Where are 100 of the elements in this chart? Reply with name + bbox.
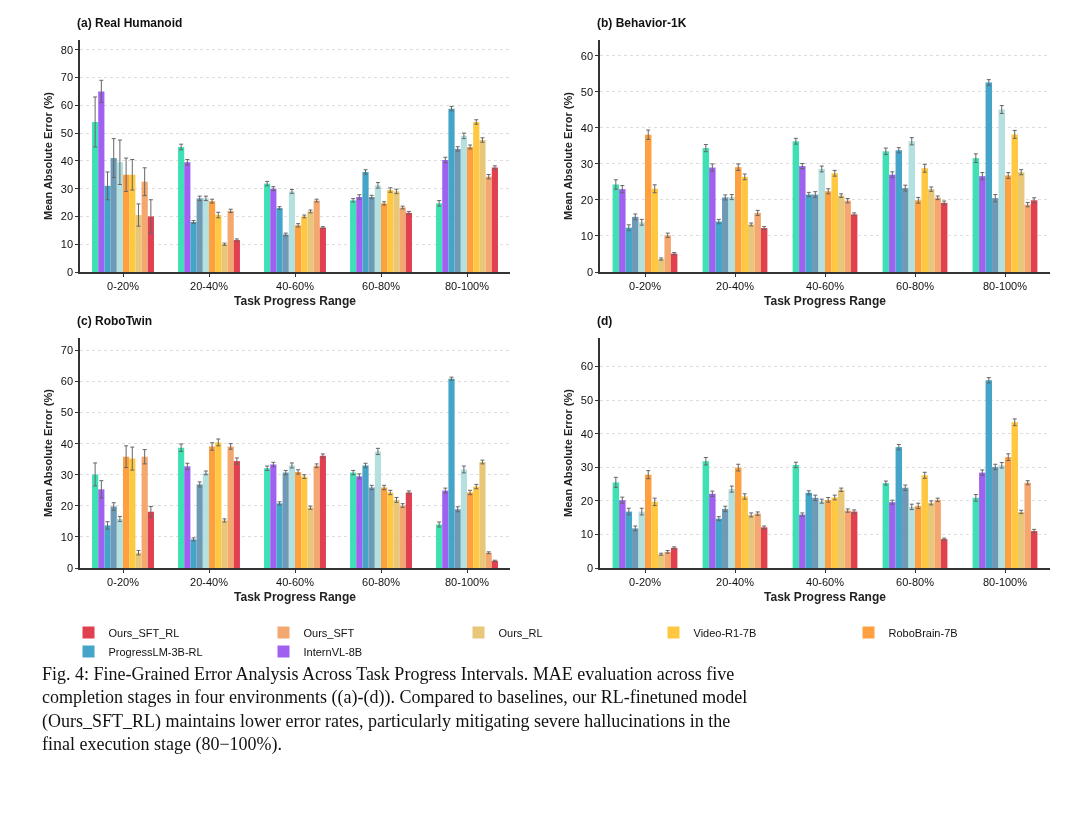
bar <box>116 162 123 272</box>
bar <box>215 442 222 568</box>
bar <box>805 194 813 272</box>
bar <box>460 135 467 272</box>
x-tick-label: 0-20% <box>107 575 140 588</box>
y-tick-label: 40 <box>60 154 74 167</box>
bar <box>979 176 986 272</box>
bar <box>196 198 203 272</box>
bar <box>233 461 240 568</box>
bar <box>356 196 363 272</box>
bar <box>319 227 326 272</box>
bar <box>436 524 443 568</box>
bar <box>645 134 652 272</box>
x-tick-label: 80-100% <box>982 575 1028 588</box>
bar <box>632 528 639 568</box>
chart-title: (b) Behavior-1K <box>597 16 687 30</box>
bar <box>491 167 498 272</box>
bar <box>104 525 111 568</box>
bar <box>442 490 449 568</box>
bar <box>479 462 486 568</box>
y-tick-label: 40 <box>580 121 594 134</box>
y-tick-label: 50 <box>580 393 594 406</box>
bar <box>202 472 209 568</box>
bar <box>902 487 909 568</box>
bar <box>799 514 806 568</box>
bar <box>651 501 658 568</box>
bar <box>812 194 819 272</box>
bar <box>702 148 710 272</box>
chart-title: (a) Real Humanoid <box>77 16 183 30</box>
y-tick-label: 10 <box>580 528 594 541</box>
bar <box>282 234 289 272</box>
bar <box>747 514 755 568</box>
bar <box>722 197 729 272</box>
bar <box>92 474 99 568</box>
bar <box>264 183 271 272</box>
bar <box>837 489 845 568</box>
bar <box>812 497 819 568</box>
bar <box>448 378 455 568</box>
bar <box>908 506 915 568</box>
x-tick-label: 40-60% <box>276 279 315 292</box>
bar <box>915 505 922 568</box>
bar <box>979 472 986 568</box>
bar <box>485 176 492 272</box>
x-tick-label: 20-40% <box>190 575 229 588</box>
x-axis-title: Task Progress Range <box>764 294 887 309</box>
bar <box>98 91 105 272</box>
y-tick-label: 30 <box>60 182 74 195</box>
x-tick-label: 40-60% <box>806 279 845 292</box>
x-tick-label: 60-80% <box>362 575 401 588</box>
y-axis-title: Mean Absolute Error (%) <box>561 388 574 517</box>
bar <box>454 148 461 272</box>
x-axis-title: Task Progress Range <box>234 590 357 605</box>
bar <box>467 146 474 272</box>
bar <box>381 487 388 568</box>
bar <box>985 380 993 568</box>
bar <box>921 475 928 568</box>
y-axis-title: Mean Absolute Error (%) <box>41 388 54 517</box>
bar <box>940 202 948 272</box>
legend-label: Ours_SFT <box>303 626 355 639</box>
bar <box>792 464 800 568</box>
bar <box>844 200 851 272</box>
bar <box>141 456 148 568</box>
y-axis-title: Mean Absolute Error (%) <box>561 91 574 220</box>
bar <box>619 189 626 272</box>
bar <box>116 518 123 568</box>
bar <box>934 499 941 568</box>
bar <box>264 468 271 568</box>
y-tick-label: 30 <box>580 461 594 474</box>
x-tick-label: 40-60% <box>806 575 845 588</box>
bar <box>202 198 209 272</box>
y-axis-title: Mean Absolute Error (%) <box>41 91 54 220</box>
y-tick-label: 0 <box>66 561 74 574</box>
caption: Fig. 4: Fine-Grained Error Analysis Across Task Progress Intervals. MAE evaluation across five completion stages in four environments ((a)-(d)). Compared to baselines, our RL-finetuned model (Ours_SFT_RL) maintains lower error rates, particularly mitigating severe hallucinations in the final execution stage (80−100%). <box>42 664 748 756</box>
bar <box>313 465 320 568</box>
bar <box>728 197 735 272</box>
bar <box>307 211 314 272</box>
legend-label: RoboBrain-7B <box>888 626 958 639</box>
x-tick-label: 80-100% <box>444 279 490 292</box>
bar <box>473 486 480 568</box>
bar <box>442 160 449 272</box>
bar <box>638 222 645 272</box>
bar <box>393 499 400 568</box>
bar <box>844 510 851 568</box>
bar <box>313 200 320 272</box>
bar <box>276 503 283 568</box>
y-tick-label: 10 <box>60 238 74 251</box>
legend-label: ProgressLM-3B-RL <box>108 645 203 658</box>
y-tick-label: 10 <box>60 530 74 543</box>
bar <box>612 184 620 272</box>
bar <box>135 215 142 272</box>
bar <box>233 240 240 272</box>
y-tick-label: 20 <box>60 210 74 223</box>
bar <box>831 173 838 272</box>
bar <box>998 465 1005 568</box>
legend-label: Ours_SFT_RL <box>108 626 180 639</box>
y-tick-label: 40 <box>60 437 74 450</box>
bar <box>301 476 308 568</box>
bar <box>436 203 443 272</box>
bar <box>702 461 710 568</box>
bar <box>760 228 768 272</box>
